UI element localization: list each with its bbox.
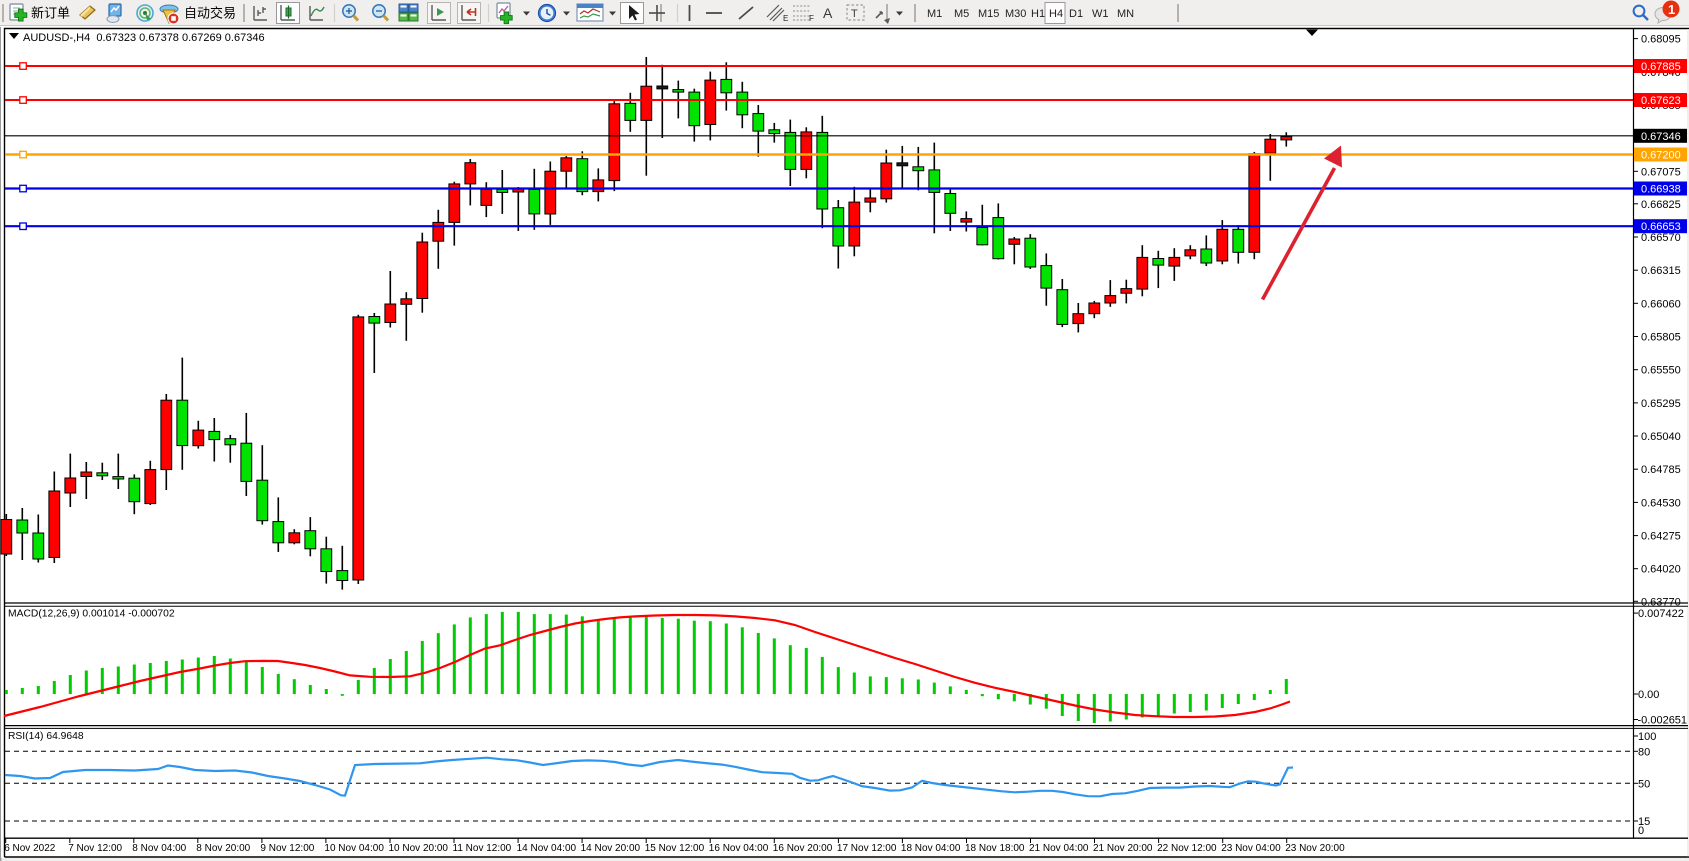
svg-text:17 Nov 12:00: 17 Nov 12:00 xyxy=(837,843,897,854)
svg-text:0: 0 xyxy=(1638,825,1644,837)
svg-text:23 Nov 20:00: 23 Nov 20:00 xyxy=(1285,843,1345,854)
svg-text:21 Nov 20:00: 21 Nov 20:00 xyxy=(1093,843,1153,854)
svg-text:7 Nov 12:00: 7 Nov 12:00 xyxy=(68,843,122,854)
svg-text:M15: M15 xyxy=(978,8,999,20)
svg-text:14 Nov 20:00: 14 Nov 20:00 xyxy=(581,843,641,854)
svg-text:A: A xyxy=(823,5,833,21)
svg-text:1: 1 xyxy=(1668,2,1675,17)
svg-text:6 Nov 2022: 6 Nov 2022 xyxy=(4,843,56,854)
svg-text:0.68095: 0.68095 xyxy=(1641,34,1681,46)
svg-text:15 Nov 12:00: 15 Nov 12:00 xyxy=(645,843,705,854)
svg-text:10 Nov 20:00: 10 Nov 20:00 xyxy=(389,843,449,854)
svg-text:H4: H4 xyxy=(1049,8,1063,20)
svg-text:0.64785: 0.64785 xyxy=(1641,464,1681,476)
svg-text:8 Nov 20:00: 8 Nov 20:00 xyxy=(196,843,250,854)
svg-text:9 Nov 12:00: 9 Nov 12:00 xyxy=(260,843,314,854)
svg-text:T: T xyxy=(851,8,858,20)
svg-text:23 Nov 04:00: 23 Nov 04:00 xyxy=(1221,843,1281,854)
svg-text:16 Nov 04:00: 16 Nov 04:00 xyxy=(709,843,769,854)
svg-text:0.64275: 0.64275 xyxy=(1641,531,1681,543)
svg-text:50: 50 xyxy=(1638,778,1650,790)
svg-text:H1: H1 xyxy=(1031,8,1045,20)
svg-text:W1: W1 xyxy=(1092,8,1109,20)
svg-text:21 Nov 04:00: 21 Nov 04:00 xyxy=(1029,843,1089,854)
svg-text:11 Nov 12:00: 11 Nov 12:00 xyxy=(453,843,512,854)
svg-text:RSI(14) 64.9648: RSI(14) 64.9648 xyxy=(8,731,84,742)
svg-text:M1: M1 xyxy=(927,8,942,20)
svg-text:E: E xyxy=(783,14,788,23)
svg-text:0.007422: 0.007422 xyxy=(1638,608,1684,620)
svg-text:0.67346: 0.67346 xyxy=(1641,131,1681,143)
svg-text:8 Nov 04:00: 8 Nov 04:00 xyxy=(132,843,186,854)
svg-text:22 Nov 12:00: 22 Nov 12:00 xyxy=(1157,843,1217,854)
svg-text:M30: M30 xyxy=(1005,8,1026,20)
svg-text:0.66825: 0.66825 xyxy=(1641,199,1681,211)
svg-text:D1: D1 xyxy=(1069,8,1083,20)
svg-text:16 Nov 20:00: 16 Nov 20:00 xyxy=(773,843,833,854)
svg-text:0.66315: 0.66315 xyxy=(1641,265,1681,277)
svg-text:0.66938: 0.66938 xyxy=(1641,184,1681,196)
svg-text:0.66570: 0.66570 xyxy=(1641,232,1681,244)
svg-text:MN: MN xyxy=(1117,8,1134,20)
svg-text:MACD(12,26,9) 0.001014 -0.0007: MACD(12,26,9) 0.001014 -0.000702 xyxy=(8,609,175,620)
svg-text:0.67200: 0.67200 xyxy=(1641,150,1681,162)
svg-text:80: 80 xyxy=(1638,746,1650,758)
svg-text:14 Nov 04:00: 14 Nov 04:00 xyxy=(517,843,577,854)
svg-text:0.63770: 0.63770 xyxy=(1641,596,1681,608)
svg-text:AUDUSD-,H4 0.67323 0.67378 0.: AUDUSD-,H4 0.67323 0.67378 0.67269 0.673… xyxy=(23,32,265,44)
svg-text:15: 15 xyxy=(1638,816,1650,828)
svg-text:0.00: 0.00 xyxy=(1638,689,1659,701)
svg-text:0.64020: 0.64020 xyxy=(1641,564,1681,576)
svg-text:0.67075: 0.67075 xyxy=(1641,166,1681,178)
svg-text:18 Nov 04:00: 18 Nov 04:00 xyxy=(901,843,961,854)
svg-text:0.66060: 0.66060 xyxy=(1641,298,1681,310)
svg-text:-0.002651: -0.002651 xyxy=(1638,715,1688,727)
svg-text:0.65550: 0.65550 xyxy=(1641,365,1681,377)
svg-text:10 Nov 04:00: 10 Nov 04:00 xyxy=(324,843,384,854)
svg-text:0.65040: 0.65040 xyxy=(1641,431,1681,443)
svg-text:0.67623: 0.67623 xyxy=(1641,95,1681,107)
svg-text:0.67885: 0.67885 xyxy=(1641,61,1681,73)
svg-text:18 Nov 18:00: 18 Nov 18:00 xyxy=(965,843,1025,854)
svg-text:0.64530: 0.64530 xyxy=(1641,497,1681,509)
svg-text:0.66653: 0.66653 xyxy=(1641,221,1681,233)
svg-text:自动交易: 自动交易 xyxy=(184,6,236,21)
svg-text:新订单: 新订单 xyxy=(31,6,70,21)
svg-text:100: 100 xyxy=(1638,731,1656,743)
svg-text:0.65805: 0.65805 xyxy=(1641,332,1681,344)
svg-text:0.65295: 0.65295 xyxy=(1641,398,1681,410)
svg-text:F: F xyxy=(809,14,814,23)
svg-text:M5: M5 xyxy=(954,8,969,20)
